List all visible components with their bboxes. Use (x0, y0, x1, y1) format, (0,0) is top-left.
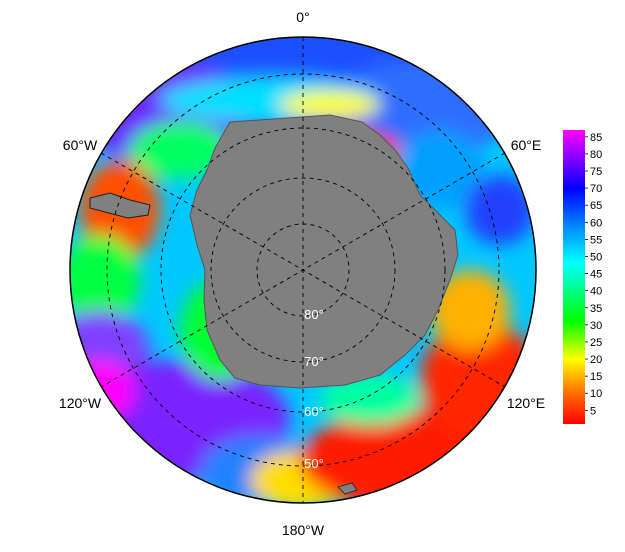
island (337, 482, 358, 495)
colorbar-tick-label: 65 (590, 200, 602, 212)
lat-label-80: 80° (304, 307, 324, 322)
colorbar-tick-label: 15 (590, 371, 602, 383)
lon-label-60e: 60°E (511, 137, 542, 153)
lon-label-120e: 120°E (507, 395, 545, 411)
colorbar-tick-label: 30 (590, 320, 602, 332)
map-boundary (69, 36, 537, 504)
colorbar-tick-label: 25 (590, 337, 602, 349)
south-america-tip (89, 192, 151, 219)
graticule (100, 37, 506, 503)
colorbar-tick-label: 50 (590, 251, 602, 263)
colorbar-tick-label: 5 (590, 405, 596, 417)
lon-label-60w: 60°W (63, 137, 98, 153)
lat-label-60: 60° (304, 404, 324, 419)
colorbar-tick-label: 80 (590, 149, 602, 161)
lon-label-180w: 180°W (282, 522, 325, 538)
colorbar-tick-label: 20 (590, 354, 602, 366)
colorbar-tick-label: 75 (590, 166, 602, 178)
lat-label-70: 70° (304, 354, 324, 369)
colorbar-tick-label: 10 (590, 388, 602, 400)
data-field (70, 37, 536, 503)
colorbar-tick-label: 55 (590, 234, 602, 246)
lat-label-50: 50° (304, 456, 324, 471)
antarctica-landmass (189, 114, 459, 389)
lon-label-120w: 120°W (59, 395, 102, 411)
colorbar-tick-label: 70 (590, 183, 602, 195)
colorbar-tick-label: 40 (590, 286, 602, 298)
colorbar-tick-label: 85 (590, 132, 602, 144)
colorbar-tick-label: 60 (590, 217, 602, 229)
colorbar (563, 130, 585, 424)
colorbar-ticks: 5 10 15 20 25 30 35 40 45 50 55 60 65 70 75 80 85 (585, 132, 602, 417)
colorbar-tick-label: 45 (590, 269, 602, 281)
lon-label-0: 0° (296, 9, 309, 25)
colorbar-tick-label: 35 (590, 303, 602, 315)
